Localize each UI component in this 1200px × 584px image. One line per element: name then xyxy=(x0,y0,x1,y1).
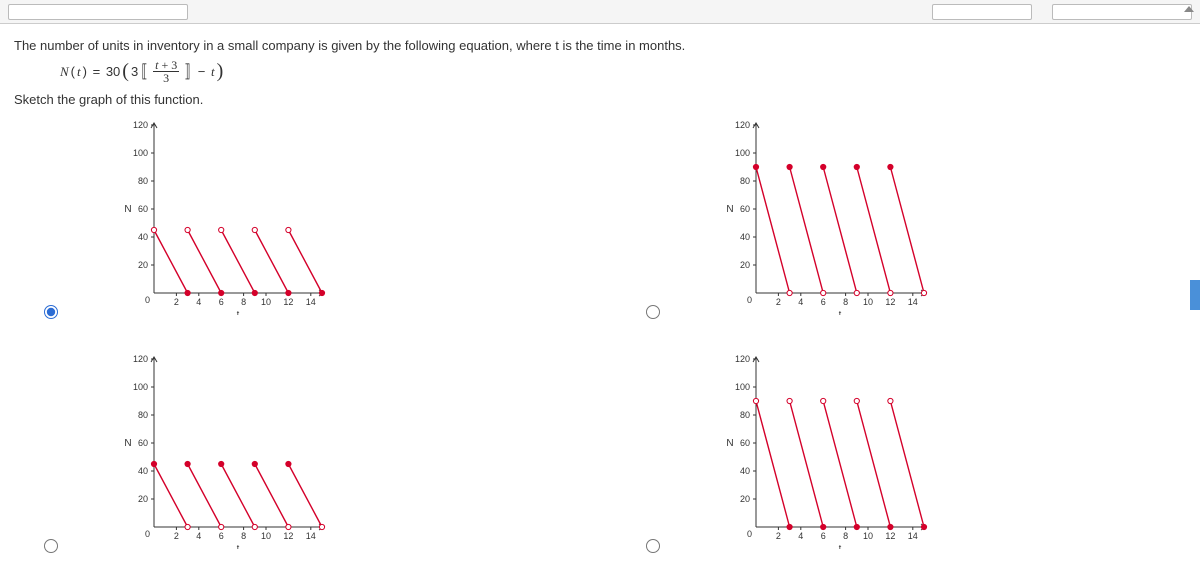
option-graph-4: 2 4 6 8 10 12 14 20 40 60 80 100 120 0 t N xyxy=(720,349,1186,549)
svg-text:8: 8 xyxy=(241,531,246,541)
prompt-text: The number of units in inventory in a sm… xyxy=(14,38,1186,53)
svg-text:6: 6 xyxy=(821,297,826,307)
svg-text:14: 14 xyxy=(306,297,316,307)
option-radio-2[interactable] xyxy=(646,305,660,319)
svg-text:N: N xyxy=(726,438,733,449)
svg-text:14: 14 xyxy=(306,531,316,541)
svg-text:12: 12 xyxy=(885,297,895,307)
svg-text:14: 14 xyxy=(908,297,918,307)
svg-text:N: N xyxy=(124,438,131,449)
svg-text:10: 10 xyxy=(261,297,271,307)
option-radio-4[interactable] xyxy=(646,539,660,553)
svg-text:0: 0 xyxy=(145,295,150,305)
svg-text:40: 40 xyxy=(740,466,750,476)
question-body: The number of units in inventory in a sm… xyxy=(0,24,1200,569)
svg-text:120: 120 xyxy=(735,354,750,364)
svg-text:4: 4 xyxy=(196,297,201,307)
option-radio-3[interactable] xyxy=(44,539,58,553)
svg-text:20: 20 xyxy=(740,260,750,270)
svg-text:100: 100 xyxy=(133,148,148,158)
svg-text:6: 6 xyxy=(821,531,826,541)
svg-text:100: 100 xyxy=(133,382,148,392)
svg-text:100: 100 xyxy=(735,382,750,392)
equation: N (t) = 30 ( 3 ⟦ t + 3 3 ⟧ − t ) xyxy=(60,59,1186,84)
svg-text:2: 2 xyxy=(174,297,179,307)
svg-text:12: 12 xyxy=(283,297,293,307)
svg-text:40: 40 xyxy=(138,466,148,476)
svg-text:80: 80 xyxy=(138,410,148,420)
svg-text:60: 60 xyxy=(740,438,750,448)
svg-text:12: 12 xyxy=(885,531,895,541)
svg-text:t: t xyxy=(237,309,240,315)
svg-text:t: t xyxy=(839,543,842,549)
svg-text:120: 120 xyxy=(133,120,148,130)
svg-text:8: 8 xyxy=(241,297,246,307)
option-radio-1[interactable] xyxy=(44,305,58,319)
svg-text:80: 80 xyxy=(740,410,750,420)
svg-text:4: 4 xyxy=(798,297,803,307)
svg-text:10: 10 xyxy=(863,531,873,541)
svg-text:t: t xyxy=(839,309,842,315)
option-graph-1: 2 4 6 8 10 12 14 20 40 60 80 100 120 0 t N xyxy=(118,115,584,315)
feedback-tab[interactable] xyxy=(1190,280,1200,310)
svg-text:20: 20 xyxy=(138,494,148,504)
svg-text:20: 20 xyxy=(138,260,148,270)
svg-text:N: N xyxy=(124,204,131,215)
scroll-up-caret[interactable] xyxy=(1184,6,1194,12)
svg-text:8: 8 xyxy=(843,531,848,541)
svg-text:40: 40 xyxy=(138,232,148,242)
svg-text:10: 10 xyxy=(261,531,271,541)
svg-text:0: 0 xyxy=(747,295,752,305)
toolbar-stub-1 xyxy=(932,4,1032,20)
svg-text:0: 0 xyxy=(145,529,150,539)
svg-text:2: 2 xyxy=(776,297,781,307)
svg-text:120: 120 xyxy=(133,354,148,364)
svg-text:120: 120 xyxy=(735,120,750,130)
option-graph-3: 2 4 6 8 10 12 14 20 40 60 80 100 120 0 t N xyxy=(118,349,584,549)
svg-text:2: 2 xyxy=(776,531,781,541)
option-graph-2: 2 4 6 8 10 12 14 20 40 60 80 100 120 0 t N xyxy=(720,115,1186,315)
svg-text:40: 40 xyxy=(740,232,750,242)
svg-text:0: 0 xyxy=(747,529,752,539)
svg-text:100: 100 xyxy=(735,148,750,158)
svg-text:4: 4 xyxy=(798,531,803,541)
svg-text:80: 80 xyxy=(138,176,148,186)
svg-text:10: 10 xyxy=(863,297,873,307)
svg-text:2: 2 xyxy=(174,531,179,541)
toolbar-stub-2 xyxy=(1052,4,1192,20)
svg-text:6: 6 xyxy=(219,297,224,307)
svg-text:20: 20 xyxy=(740,494,750,504)
svg-text:60: 60 xyxy=(740,204,750,214)
svg-text:4: 4 xyxy=(196,531,201,541)
svg-text:80: 80 xyxy=(740,176,750,186)
svg-text:t: t xyxy=(237,543,240,549)
svg-text:14: 14 xyxy=(908,531,918,541)
svg-text:60: 60 xyxy=(138,438,148,448)
svg-text:60: 60 xyxy=(138,204,148,214)
answer-options-grid: 2468101214204060801001200tN 246810121420… xyxy=(22,115,1186,559)
instruction-text: Sketch the graph of this function. xyxy=(14,92,1186,107)
browser-tabbar xyxy=(0,0,1200,24)
svg-text:12: 12 xyxy=(283,531,293,541)
svg-text:6: 6 xyxy=(219,531,224,541)
url-field-stub xyxy=(8,4,188,20)
svg-text:N: N xyxy=(726,204,733,215)
svg-text:8: 8 xyxy=(843,297,848,307)
